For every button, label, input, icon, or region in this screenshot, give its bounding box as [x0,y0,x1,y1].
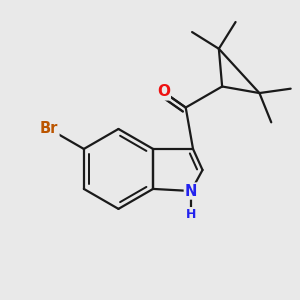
Text: O: O [157,84,170,99]
Text: N: N [185,184,197,199]
Text: H: H [186,208,196,220]
Text: Br: Br [40,122,58,136]
